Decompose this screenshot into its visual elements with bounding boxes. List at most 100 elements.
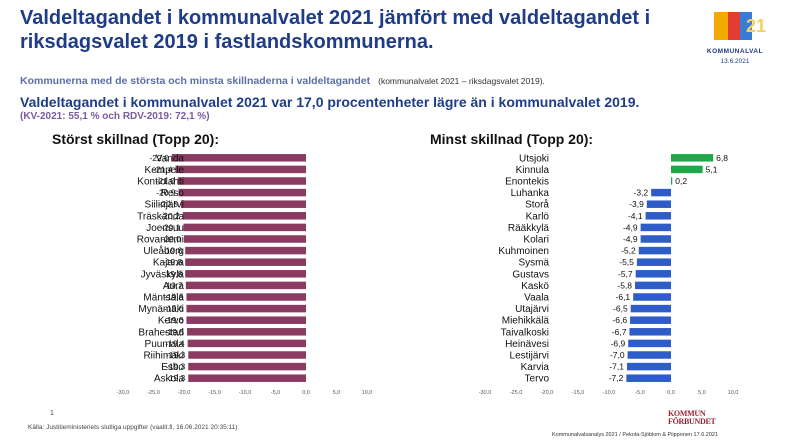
bar-left-8 [185,246,306,255]
tick-label-right-4: -10,0 [603,390,616,396]
category-label-right-3: Luhanka [511,188,550,199]
bar-left-11 [185,281,306,290]
kf-logo-line1: KOMMUN [668,409,706,418]
category-label-left-10: Jyväskylä [141,269,185,280]
category-label-right-13: Utajärvi [515,304,549,315]
value-label-left-9: -19,8 [163,257,183,267]
source-text: Källa: Justitieministeriets slutliga upp… [28,424,238,431]
value-label-left-13: -19,6 [164,304,184,314]
value-label-right-1: 5,1 [706,164,718,174]
bar-right-2 [671,177,673,185]
value-label-left-15: -19,5 [165,327,185,337]
page-title: Valdeltagandet i kommunalvalet 2021 jämf… [20,7,651,53]
kommunforbundet-logo: KOMMUN FÖRBUNDET [668,410,716,426]
bar-right-3 [651,188,671,197]
value-label-right-13: -6,5 [613,304,628,314]
category-label-left-14: Kervo [158,316,185,327]
bar-left-13 [186,304,306,313]
value-label-right-12: -6,1 [616,292,631,302]
bar-right-7 [640,235,671,243]
tick-label-left-3: -15,0 [208,390,221,396]
kf-logo-line2: FÖRBUNDET [668,417,716,426]
bar-right-8 [638,246,671,255]
bar-left-15 [187,328,306,336]
footnote: 1 [50,410,54,417]
bar-left-6 [183,223,306,232]
value-label-left-10: -19,8 [163,269,183,279]
value-label-left-8: -19,8 [163,246,183,256]
logo-date: 13.6.2021 [720,58,750,65]
bar-right-4 [646,200,671,208]
bar-right-11 [635,281,671,290]
category-label-right-10: Gustavs [512,269,549,280]
category-label-right-6: Rääkkylä [508,223,550,234]
bar-left-19 [188,374,306,382]
bar-left-1 [175,165,306,174]
bar-right-18 [626,362,671,371]
tick-label-left-2: -20,0 [178,390,191,396]
value-label-right-11: -5,8 [617,280,632,290]
bar-right-17 [627,351,671,359]
category-label-left-4: Siilinjärvi [145,200,184,211]
bar-left-18 [188,362,306,371]
value-label-left-0: -22,0 [149,153,169,163]
value-label-left-3: -20,9 [156,188,176,198]
bar-right-5 [645,212,671,220]
category-label-left-8: Uleåborg [143,245,184,257]
tick-label-left-7: 5,0 [333,390,341,396]
value-label-left-6: -20,1 [161,222,181,232]
category-label-left-0: Vanda [156,153,185,164]
bar-left-5 [182,212,306,220]
bar-left-3 [178,188,306,197]
value-label-right-19: -7,2 [609,373,624,383]
category-label-right-1: Kinnula [516,165,550,176]
headline: Valdeltagandet i kommunalvalet 2021 var … [20,94,640,110]
category-label-right-14: Miehikkälä [502,316,550,327]
subtitle-text: Kommunerna med de största och minsta ski… [20,75,371,87]
value-label-right-5: -4,1 [628,211,643,221]
category-label-right-18: Karvia [521,362,550,373]
category-label-right-5: Karlö [526,211,550,222]
value-label-left-16: -19,4 [165,338,185,348]
value-label-left-17: -19,3 [166,350,186,360]
tick-label-right-2: -20,0 [541,390,554,396]
tick-label-right-5: -5,0 [635,390,644,396]
tick-label-right-8: 10,0 [728,390,739,396]
category-label-left-12: Mäntsälä [143,293,184,304]
value-label-left-12: -19,6 [164,292,184,302]
value-label-left-18: -19,3 [166,362,186,372]
value-label-right-7: -4,9 [623,234,638,244]
value-label-right-8: -5,2 [621,246,636,256]
bar-right-0 [671,154,714,162]
category-label-right-11: Kaskö [521,281,549,292]
bar-right-10 [635,270,671,278]
tick-label-left-5: -5,0 [271,390,280,396]
category-label-left-7: Rovaniemi [137,235,184,246]
bar-left-14 [186,316,306,324]
category-label-left-11: Aura [163,281,185,292]
value-label-right-0: 6,8 [716,153,728,163]
tick-label-left-0: -30,0 [117,390,130,396]
bar-right-6 [640,223,671,232]
subtitle: Kommunerna med de största och minsta ski… [20,75,545,87]
right-bar-chart: Utsjoki 6,8 Kinnula 5,1 Enontekis 0,2 Luhanka -… [479,153,739,396]
category-label-left-16: Puumala [145,339,185,350]
category-label-left-2: Kontiolahti [137,177,184,188]
category-label-left-1: Kempele [145,165,185,176]
value-label-left-14: -19,6 [164,315,184,325]
category-label-right-2: Enontekis [505,177,549,188]
value-label-left-1: -21,4 [153,164,173,174]
category-label-left-15: Brahestad [138,327,184,338]
category-label-left-3: Reso [161,188,185,199]
tick-label-right-0: -30,0 [479,390,492,396]
value-label-right-2: 0,2 [675,176,687,186]
category-label-right-4: Storå [525,199,549,211]
left-chart-title: Störst skillnad (Topp 20): [52,131,219,147]
value-label-left-11: -19,7 [163,280,183,290]
bar-left-12 [186,293,306,301]
bar-right-16 [628,339,671,348]
tick-label-right-1: -25,0 [510,390,523,396]
value-label-left-4: -20,5 [159,199,179,209]
category-label-right-0: Utsjoki [519,153,549,164]
subtitle-note: (kommunalvalet 2021 – riksdagsvalet 2019… [378,76,545,86]
